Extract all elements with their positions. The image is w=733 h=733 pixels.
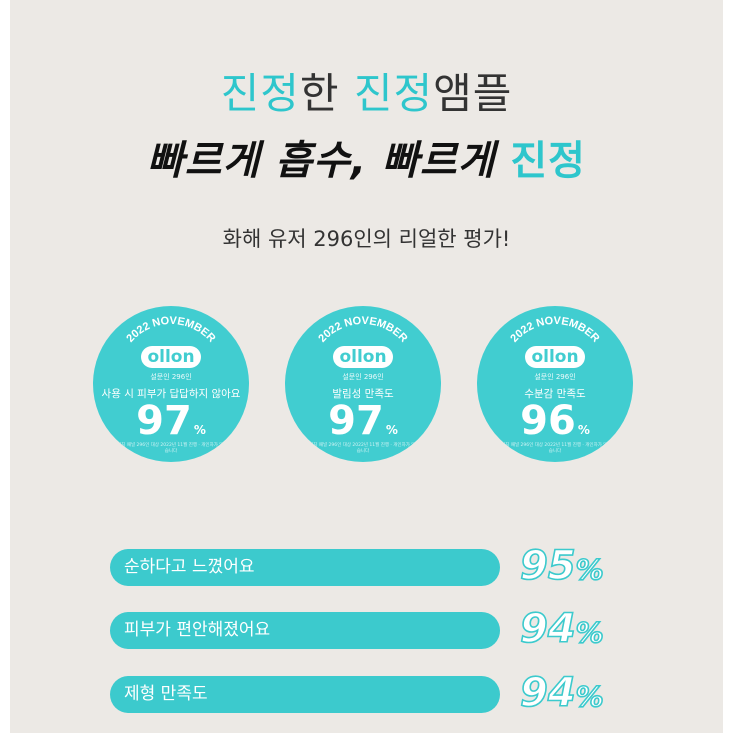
headline: 진정한 진정앰플 [0,60,733,121]
headline-secondary: 빠르게 흡수, 빠르게 진정 [0,128,733,186]
survey-badge-1: 2022 NOVEMBER ollon 설문인 296인 사용 시 피부가 답답… [93,306,249,462]
stat-bar-1: 순하다고 느꼈어요 [110,549,500,586]
badge-percentage: 97% [285,398,441,453]
badge-label: 수분감 만족도 [524,388,586,400]
headline-secondary-accent: 진정 [510,138,586,184]
stat-bar-label: 제형 만족도 [124,684,208,704]
svg-text:2022 NOVEMBER: 2022 NOVEMBER [124,315,217,345]
stat-unit: % [575,679,605,714]
svg-text:2022 NOVEMBER: 2022 NOVEMBER [316,315,409,345]
stat-bar-label: 피부가 편안해졌어요 [124,620,271,640]
stat-value: 95 [519,542,576,590]
headline-text-1: 한 [299,69,354,118]
badge-value: 97 [136,398,192,444]
badge-label: 사용 시 피부가 답답하지 않아요 [101,388,241,400]
badge-unit: % [385,423,398,437]
badge-footnote: 화해 리서치 패널 296인 대상 2022년 11월 진행 · 개인차가 있을… [295,443,431,454]
badge-sample: 설문인 296인 [342,373,384,381]
stat-percentage-3: 94% [519,669,630,717]
badge-value: 97 [328,398,384,444]
badge-sample: 설문인 296인 [150,373,192,381]
brand-logo-text: ollon [525,346,585,368]
headline-secondary-text: 빠르게 흡수, 빠르게 [147,138,511,184]
survey-badge-3: 2022 NOVEMBER ollon 설문인 296인 수분감 만족도 96%… [477,306,633,462]
badge-arc: 2022 NOVEMBER [316,315,409,345]
badge-arc-text: 2022 NOVEMBER [316,315,409,345]
stat-value: 94 [519,669,576,717]
badge-footnote: 화해 리서치 패널 296인 대상 2022년 11월 진행 · 개인차가 있을… [487,443,623,454]
stat-bar-2: 피부가 편안해졌어요 [110,612,500,649]
badge-percentage: 96% [477,398,633,453]
brand-logo: ollon [285,346,441,368]
stat-bar-3: 제형 만족도 [110,676,500,713]
badge-percentage: 97% [93,398,249,453]
headline-text-2: 앰플 [433,69,513,118]
stat-bar-label: 순하다고 느꼈어요 [124,557,255,577]
badge-arc: 2022 NOVEMBER [124,315,217,345]
survey-badge-2: 2022 NOVEMBER ollon 설문인 296인 발림성 만족도 97%… [285,306,441,462]
headline-accent-1: 진정 [220,69,300,118]
brand-logo: ollon [477,346,633,368]
stat-value: 94 [519,605,576,653]
stat-unit: % [575,552,605,587]
stat-percentage-1: 95% [519,542,630,590]
subtitle: 화해 유저 296인의 리얼한 평가! [222,227,511,251]
badge-footnote: 화해 리서치 패널 296인 대상 2022년 11월 진행 · 개인차가 있을… [103,443,239,454]
badge-unit: % [193,423,206,437]
brand-logo: ollon [93,346,249,368]
badge-arc-text: 2022 NOVEMBER [508,315,601,345]
badge-arc: 2022 NOVEMBER [508,315,601,345]
badge-arc-text: 2022 NOVEMBER [124,315,217,345]
brand-logo-text: ollon [333,346,393,368]
headline-accent-2: 진정 [353,69,434,118]
svg-text:2022 NOVEMBER: 2022 NOVEMBER [508,315,601,345]
badge-sample: 설문인 296인 [534,373,576,381]
stat-percentage-2: 94% [519,605,630,653]
stat-unit: % [575,615,605,650]
badge-value: 96 [520,398,576,444]
brand-logo-text: ollon [141,346,201,368]
badge-label: 발림성 만족도 [332,388,394,400]
badge-unit: % [577,423,590,437]
